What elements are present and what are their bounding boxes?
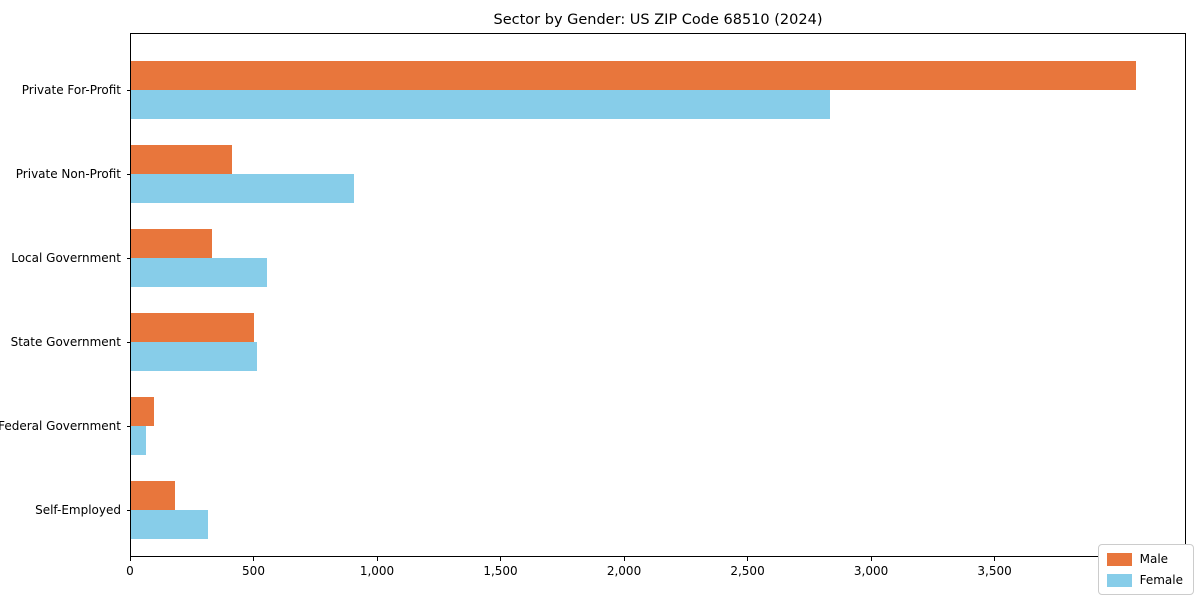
x-tick-label: 1,000: [359, 564, 395, 578]
category-row: Local Government: [11, 216, 1185, 300]
female-bar: [131, 258, 267, 287]
female-bar: [131, 174, 354, 203]
female-bar: [131, 90, 830, 119]
female-bar: [131, 342, 258, 371]
y-tick-label: Federal Government: [0, 419, 121, 433]
category-row: Private For-Profit: [22, 48, 1185, 132]
category-row: State Government: [11, 300, 1185, 384]
x-tick-label: 3,500: [977, 564, 1012, 578]
y-tick-label: Private Non-Profit: [15, 167, 121, 181]
x-tick-mark: [129, 557, 131, 561]
x-tick-label: 500: [242, 564, 265, 578]
x-tick-label: 0: [126, 564, 134, 578]
x-tick-mark: [747, 557, 749, 561]
male-bar: [131, 397, 154, 426]
male-bar: [131, 481, 175, 510]
category-row: Private Non-Profit: [16, 132, 1185, 216]
y-tick-mark: [127, 426, 131, 427]
legend-label-female: Female: [1139, 573, 1183, 587]
x-tick-mark: [994, 557, 996, 561]
x-tick-label: 3,000: [853, 564, 889, 578]
y-tick-label: State Government: [10, 335, 121, 349]
y-tick-mark: [127, 174, 131, 175]
x-tick-mark: [376, 557, 378, 561]
legend-entry-female: Female: [1106, 573, 1183, 587]
x-tick-mark: [253, 557, 254, 561]
x-tick-mark: [870, 557, 872, 561]
x-tick-label: 2,000: [606, 564, 642, 578]
y-tick-label: Private For-Profit: [21, 83, 121, 97]
y-tick-label: Self-Employed: [35, 503, 121, 517]
chart-title: Sector by Gender: US ZIP Code 68510 (202…: [493, 12, 823, 28]
y-tick-mark: [127, 342, 131, 343]
y-tick-mark: [127, 258, 131, 259]
y-tick-label: Local Government: [11, 251, 121, 265]
male-bar: [131, 313, 254, 342]
x-tick-label: 2,500: [730, 564, 765, 578]
legend-entry-male: Male: [1106, 552, 1183, 566]
x-tick-label: 1,500: [483, 564, 518, 578]
male-bar: [131, 61, 1136, 90]
male-bar: [131, 229, 212, 258]
category-row: Self-Employed: [35, 468, 1185, 552]
legend-label-male: Male: [1139, 552, 1169, 566]
male-swatch-icon: [1106, 552, 1132, 566]
category-row: Federal Government: [0, 384, 1185, 468]
legend: Male Female: [1097, 544, 1194, 595]
female-bar: [131, 426, 147, 455]
y-tick-mark: [127, 90, 131, 91]
female-swatch-icon: [1106, 573, 1132, 587]
female-bar: [131, 510, 209, 539]
x-tick-mark: [623, 557, 625, 561]
plot-area: Private For-Profit Private Non-Profit Loca…: [0, 33, 1186, 557]
y-tick-mark: [127, 510, 131, 511]
male-bar: [131, 145, 232, 174]
x-tick-mark: [500, 557, 502, 561]
